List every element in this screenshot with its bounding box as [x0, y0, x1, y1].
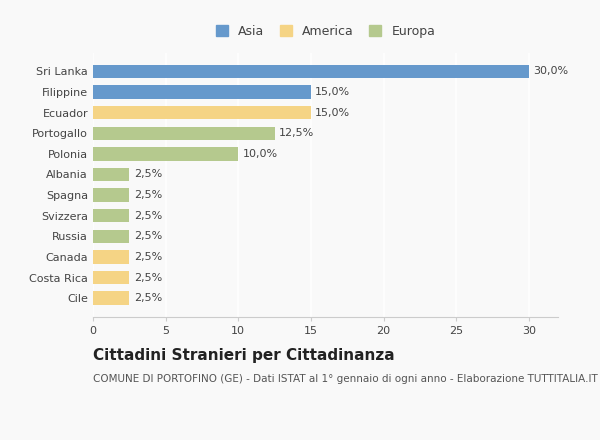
Text: 2,5%: 2,5% — [134, 190, 162, 200]
Bar — [93, 65, 529, 78]
Text: 12,5%: 12,5% — [279, 128, 314, 138]
Text: 2,5%: 2,5% — [134, 231, 162, 241]
Text: 2,5%: 2,5% — [134, 211, 162, 221]
Bar — [93, 106, 311, 119]
Bar — [93, 85, 311, 99]
Bar — [93, 127, 275, 140]
Bar — [93, 188, 130, 202]
Bar — [93, 250, 130, 264]
Bar — [93, 291, 130, 305]
Text: 10,0%: 10,0% — [242, 149, 278, 159]
Text: 2,5%: 2,5% — [134, 293, 162, 303]
Text: COMUNE DI PORTOFINO (GE) - Dati ISTAT al 1° gennaio di ogni anno - Elaborazione : COMUNE DI PORTOFINO (GE) - Dati ISTAT al… — [93, 374, 598, 384]
Text: 2,5%: 2,5% — [134, 252, 162, 262]
Text: 15,0%: 15,0% — [316, 87, 350, 97]
Text: 15,0%: 15,0% — [316, 108, 350, 117]
Bar — [93, 271, 130, 284]
Bar — [93, 230, 130, 243]
Text: 2,5%: 2,5% — [134, 272, 162, 282]
Text: Cittadini Stranieri per Cittadinanza: Cittadini Stranieri per Cittadinanza — [93, 348, 395, 363]
Text: 30,0%: 30,0% — [533, 66, 568, 77]
Text: 2,5%: 2,5% — [134, 169, 162, 180]
Bar — [93, 168, 130, 181]
Bar — [93, 209, 130, 222]
Bar — [93, 147, 238, 161]
Legend: Asia, America, Europa: Asia, America, Europa — [212, 21, 439, 41]
